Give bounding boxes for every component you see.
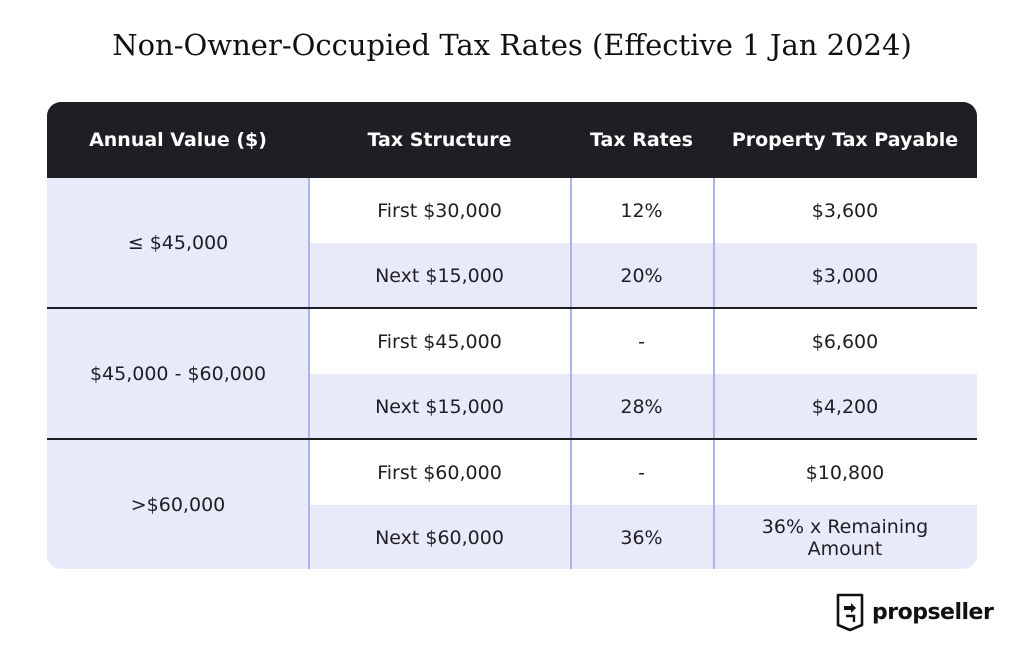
table-group: >$60,000 First $60,000 - $10,800 Next $6…: [47, 440, 977, 569]
tax-payable-cell: $4,200: [811, 395, 879, 418]
tax-payable-cell: $6,600: [811, 330, 879, 353]
tax-payable-cell: $3,600: [811, 199, 879, 222]
annual-value-cell: $45,000 - $60,000: [47, 309, 309, 439]
tax-rate-cell: -: [638, 461, 645, 484]
tax-rate-cell: -: [638, 330, 645, 353]
column-divider: [570, 178, 572, 569]
tax-payable-cell: 36% x Remaining Amount: [761, 515, 929, 560]
tax-structure-cell: Next $15,000: [375, 395, 504, 418]
tax-rate-cell: 20%: [620, 264, 663, 287]
table-row: Next $60,000 36% 36% x Remaining Amount: [309, 505, 977, 569]
table-group: $45,000 - $60,000 First $45,000 - $6,600…: [47, 309, 977, 439]
table-header: Annual Value ($) Tax Structure Tax Rates…: [47, 102, 977, 178]
header-property-tax-payable: Property Tax Payable: [731, 129, 959, 151]
tax-rate-cell: 12%: [620, 199, 663, 222]
header-annual-value: Annual Value ($): [89, 129, 267, 151]
tax-payable-cell: $10,800: [805, 461, 885, 484]
tax-structure-cell: First $45,000: [377, 330, 502, 353]
tax-structure-cell: First $60,000: [377, 461, 502, 484]
tax-payable-cell: $3,000: [811, 264, 879, 287]
door-exit-icon: [836, 593, 864, 632]
table-group: ≤ $45,000 First $30,000 12% $3,600 Next …: [47, 178, 977, 308]
brand-logo: propseller: [834, 592, 994, 632]
page-title: Non-Owner-Occupied Tax Rates (Effective …: [112, 28, 912, 62]
tax-rates-table: Annual Value ($) Tax Structure Tax Rates…: [47, 102, 977, 569]
column-divider: [308, 178, 310, 569]
tax-structure-cell: Next $60,000: [375, 526, 504, 549]
group-divider: [47, 438, 977, 440]
header-tax-structure: Tax Structure: [367, 129, 512, 151]
header-tax-rates: Tax Rates: [590, 129, 693, 151]
brand-name: propseller: [872, 599, 994, 625]
table-row: First $45,000 - $6,600: [309, 309, 977, 374]
annual-value-cell: ≤ $45,000: [47, 178, 309, 308]
column-divider: [713, 178, 715, 569]
table-row: First $60,000 - $10,800: [309, 440, 977, 505]
tax-structure-cell: First $30,000: [377, 199, 502, 222]
table-row: Next $15,000 28% $4,200: [309, 374, 977, 439]
tax-rate-cell: 28%: [620, 395, 663, 418]
annual-value-cell: >$60,000: [47, 440, 309, 569]
table-row: Next $15,000 20% $3,000: [309, 243, 977, 308]
tax-rate-cell: 36%: [620, 526, 663, 549]
tax-structure-cell: Next $15,000: [375, 264, 504, 287]
table-row: First $30,000 12% $3,600: [309, 178, 977, 243]
group-divider: [47, 307, 977, 309]
